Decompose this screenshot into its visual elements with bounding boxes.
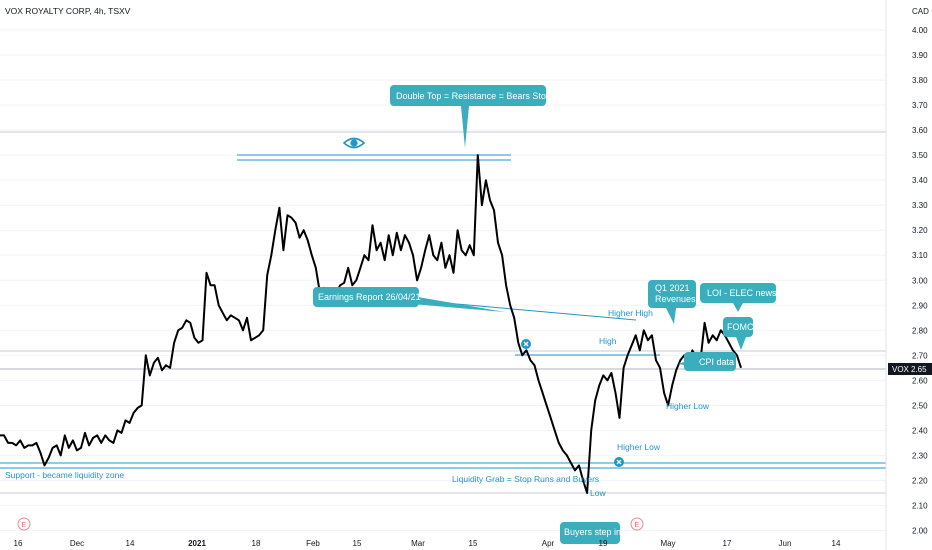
earnings-marker-icon[interactable]: E [630,517,644,531]
current-price-label: VOX 2.65 [888,363,932,375]
close-circle-icon [521,339,531,349]
y-tick-label: 2.50 [912,401,928,410]
earnings-marker-text: E [21,522,26,529]
y-tick-label: 2.40 [912,426,928,435]
y-tick-label: 2.30 [912,451,928,460]
higher-low-annotation: Higher Low [617,442,661,452]
support-annotation: Support - became liquidity zone [5,470,124,480]
earnings-callout[interactable]: Earnings Report 26/04/21 [313,287,421,307]
y-tick-label: 3.00 [912,276,928,285]
price-series-line [0,154,742,494]
y-axis-unit: CAD [912,7,929,16]
x-tick-label: Dec [70,539,84,548]
close-circle-icon [614,457,624,467]
x-tick-label: 15 [353,539,362,548]
y-tick-label: 3.60 [912,126,928,135]
fomc-callout-text: FOMC [727,322,754,332]
high-annotation: High [599,336,617,346]
y-tick-label: 3.70 [912,101,928,110]
x-tick-label: 16 [14,539,23,548]
y-tick-label: 3.40 [912,176,928,185]
chart-title: VOX ROYALTY CORP, 4h, TSXV [5,6,131,16]
buyers-callout-text: Buyers step in [564,527,621,537]
double-top-callout[interactable]: Double Top = Resistance = Bears Stops [390,85,556,148]
y-tick-label: 2.10 [912,501,928,510]
x-tick-label: 2021 [188,539,206,548]
x-tick-label: 19 [599,539,608,548]
buyers-callout[interactable]: Buyers step in [560,522,621,544]
x-tick-label: 15 [469,539,478,548]
y-tick-label: 3.30 [912,201,928,210]
x-tick-label: 14 [832,539,841,548]
loi-callout[interactable]: LOI - ELEC news [700,283,777,312]
y-tick-label: 3.10 [912,251,928,260]
x-tick-label: May [660,539,675,548]
y-tick-label: 2.00 [912,527,928,536]
y-tick-label: 2.60 [912,376,928,385]
cpi-callout-text: CPI data [699,357,734,367]
x-tick-label: Feb [306,539,320,548]
x-tick-label: 17 [723,539,732,548]
cpi-callout[interactable]: CPI data [678,352,736,371]
x-axis[interactable]: 16 Dec 14 2021 18 Feb 15 Mar 15 Apr 19 May 17 Jun 14 [14,539,841,548]
y-tick-label: 2.80 [912,326,928,335]
x-tick-label: Apr [542,539,555,548]
earnings-pointer [412,296,505,312]
higher-low-annotation-2: Higher Low [666,401,710,411]
y-tick-label: 3.80 [912,76,928,85]
y-axis[interactable]: 4.00 3.90 3.80 3.70 3.60 3.50 3.40 3.30 3.20 3.10… [912,26,928,535]
y-tick-label: 2.90 [912,301,928,310]
q1-callout-line2: Revenues [655,294,696,304]
x-tick-label: Jun [779,539,792,548]
y-tick-label: 3.90 [912,51,928,60]
x-tick-label: Mar [411,539,425,548]
x-tick-label: 14 [126,539,135,548]
earnings-callout-text: Earnings Report 26/04/21 [318,292,421,302]
loi-callout-text: LOI - ELEC news [707,288,777,298]
eye-icon [342,137,366,149]
fomc-callout[interactable]: FOMC [723,317,754,350]
earnings-marker-icon[interactable]: E [17,517,31,531]
earnings-marker-text: E [634,522,639,529]
y-tick-label: 4.00 [912,26,928,35]
higher-high-annotation: Higher High [608,308,653,318]
y-tick-label: 3.20 [912,226,928,235]
low-annotation: Low [590,488,606,498]
q1-callout-line1: Q1 2021 [655,283,690,293]
y-tick-label: 3.50 [912,151,928,160]
q1-revenues-callout[interactable]: Q1 2021 Revenues [648,280,696,324]
liquidity-annotation: Liquidity Grab = Stop Runs and Buyers [452,474,599,484]
price-label-symbol: VOX [892,365,910,374]
price-label-value: 2.65 [911,365,927,374]
y-tick-label: 2.20 [912,476,928,485]
y-tick-label: 2.70 [912,351,928,360]
x-tick-label: 18 [252,539,261,548]
double-top-callout-text: Double Top = Resistance = Bears Stops [396,91,556,101]
